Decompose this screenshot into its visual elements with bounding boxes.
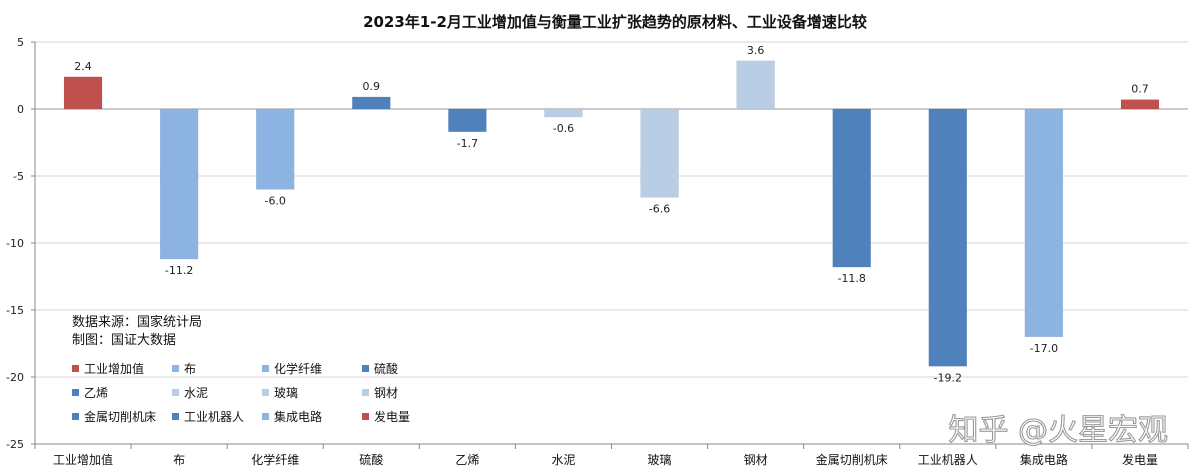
y-tick-label: -10 (6, 237, 24, 250)
y-tick-label: 5 (17, 36, 24, 49)
legend-swatch (362, 389, 369, 396)
legend-label: 金属切削机床 (84, 409, 156, 424)
legend-label: 化学纤维 (274, 361, 322, 376)
bar (1120, 99, 1160, 110)
legend-swatch (72, 389, 79, 396)
x-tick-label: 硫酸 (359, 452, 383, 467)
x-tick-label: 金属切削机床 (816, 452, 888, 467)
bar (63, 76, 103, 110)
legend-swatch (362, 413, 369, 420)
data-label: -19.2 (934, 371, 962, 384)
x-tick-label: 工业机器人 (918, 453, 978, 467)
x-tick-label: 化学纤维 (251, 452, 299, 467)
data-label: 0.9 (363, 80, 381, 93)
legend-label: 钢材 (374, 386, 398, 400)
data-label: -0.6 (553, 122, 574, 135)
y-tick-label: 0 (17, 103, 24, 116)
legend-swatch (262, 365, 269, 372)
chart-title: 2023年1-2月工业增加值与衡量工业扩张趋势的原材料、工业设备增速比较 (363, 13, 867, 31)
bar (159, 108, 199, 260)
bar (352, 96, 391, 110)
legend-swatch (72, 413, 79, 420)
data-label: -11.2 (165, 264, 193, 277)
y-tick-label: -20 (6, 371, 24, 384)
data-label: -1.7 (457, 137, 478, 150)
y-tick-label: -5 (13, 170, 24, 183)
data-label: 0.7 (1131, 83, 1149, 96)
x-tick-label: 水泥 (551, 453, 575, 467)
legend-swatch (72, 365, 79, 372)
legend-swatch (172, 389, 179, 396)
data-label-layer: 2.4 -11.2 -6.0 0.9 -1.7 -0.6 -6.6 3.6 -11.8 -19.2… (74, 44, 1148, 385)
x-tick-label: 布 (173, 453, 185, 467)
legend-label: 工业增加值 (84, 361, 144, 376)
author-note: 制图：国证大数据 (72, 333, 176, 348)
bar (544, 108, 583, 118)
data-label: 2.4 (74, 60, 92, 73)
x-tick-label: 集成电路 (1020, 452, 1068, 467)
legend-label: 布 (184, 362, 196, 376)
bar (832, 108, 871, 268)
bar (640, 108, 679, 198)
bar (928, 108, 968, 367)
axis-layer: 5 0 -5 -10 -15 -20 -25 (6, 36, 1189, 451)
legend-label: 发电量 (374, 409, 410, 424)
legend-swatch (262, 389, 269, 396)
bar (255, 108, 295, 190)
legend-label: 玻璃 (274, 386, 298, 400)
data-label: -17.0 (1030, 342, 1058, 355)
y-tick-label: -15 (6, 304, 24, 317)
legend-swatch (362, 365, 369, 372)
y-tick-label: -25 (6, 438, 24, 451)
legend-label: 硫酸 (374, 361, 398, 376)
legend-label: 水泥 (184, 386, 208, 400)
legend-swatch (172, 365, 179, 372)
data-label: -6.0 (264, 194, 285, 207)
watermark: 知乎 @火星宏观 (948, 413, 1168, 448)
source-note: 数据来源：国家统计局 (72, 314, 202, 330)
legend-swatch (172, 413, 179, 420)
legend-label: 集成电路 (274, 409, 322, 424)
x-tick-label: 乙烯 (455, 453, 479, 467)
legend-label: 乙烯 (84, 386, 108, 400)
data-label: 3.6 (747, 44, 765, 57)
bar (1024, 108, 1064, 338)
x-tick-label: 发电量 (1122, 452, 1158, 467)
bar (736, 60, 775, 110)
data-label: -6.6 (649, 202, 670, 215)
bar (448, 108, 487, 133)
legend-label: 工业机器人 (184, 410, 244, 424)
x-tick-label: 玻璃 (648, 453, 672, 467)
data-label: -11.8 (837, 272, 865, 285)
legend-swatch (262, 413, 269, 420)
bar-layer (63, 60, 1160, 367)
x-tick-label: 工业增加值 (53, 452, 113, 467)
category-label-layer: 工业增加值 布 化学纤维 硫酸 乙烯 水泥 玻璃 钢材 金属切削机床 工业机器人 集成电路 发电量 (53, 452, 1158, 467)
x-tick-label: 钢材 (744, 453, 768, 467)
